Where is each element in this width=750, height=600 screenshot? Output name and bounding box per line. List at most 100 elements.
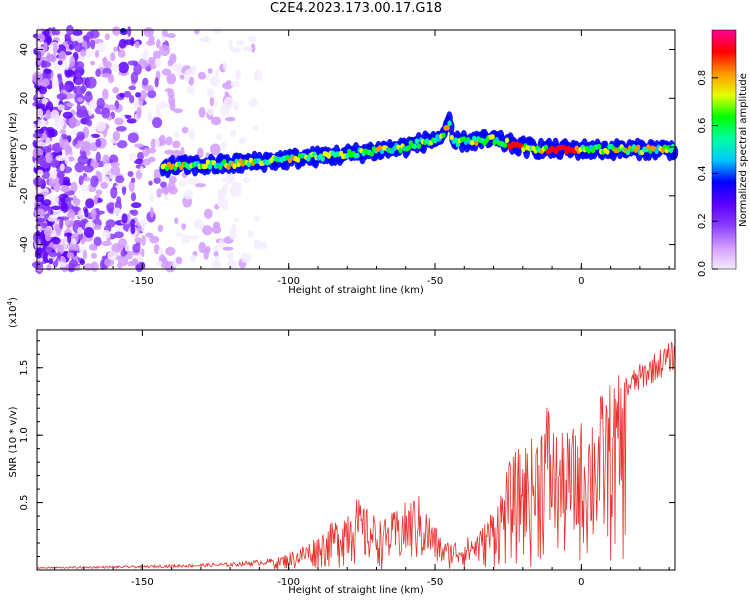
- noise-blob: [233, 217, 240, 223]
- noise-blob: [149, 192, 154, 203]
- noise-blob: [179, 74, 185, 80]
- noise-blob: [37, 217, 44, 227]
- noise-blob: [76, 138, 85, 149]
- noise-blob: [143, 62, 150, 67]
- snr-series-line: [36, 341, 676, 570]
- noise-blob: [102, 88, 109, 100]
- noise-blob: [95, 151, 101, 163]
- noise-blob: [95, 68, 101, 77]
- noise-blob: [214, 255, 220, 265]
- snr-x-ticks[interactable]: -150 -100 -50 0: [54, 330, 670, 588]
- noise-blob: [212, 225, 222, 234]
- noise-blob: [107, 251, 118, 261]
- noise-blob: [148, 180, 153, 186]
- noise-blob: [51, 169, 57, 180]
- noise-blob: [90, 60, 96, 66]
- noise-blob: [180, 234, 191, 244]
- noise-blob: [174, 217, 179, 225]
- y-tick-label: 1.0: [19, 427, 30, 443]
- noise-blob: [93, 195, 99, 205]
- noise-blob: [35, 103, 46, 108]
- noise-blob: [142, 158, 152, 166]
- spectrogram-y-ticks[interactable]: -40 -20 0 20 40: [19, 29, 675, 265]
- noise-blob: [64, 197, 74, 202]
- ridge-core: [469, 139, 475, 146]
- noise-blob: [90, 133, 101, 139]
- snr-panel: -150 -100 -50 0 0.5 1.0 1.5 Height of straigh…: [6, 297, 676, 596]
- noise-blob: [131, 258, 139, 266]
- noise-blob: [175, 256, 183, 265]
- noise-blob: [216, 133, 222, 141]
- noise-blob: [186, 85, 195, 95]
- noise-blob: [102, 163, 111, 176]
- noise-blob: [77, 227, 83, 235]
- noise-blob: [181, 223, 187, 230]
- noise-blob: [156, 38, 161, 49]
- noise-blob: [55, 155, 66, 162]
- ridge-core: [635, 144, 641, 151]
- ridge-core: [406, 145, 411, 151]
- noise-blob: [128, 85, 137, 91]
- noise-blob: [54, 181, 61, 193]
- snr-y-multiplier: (x104): [6, 297, 19, 328]
- noise-blob: [166, 73, 177, 85]
- noise-blob: [48, 251, 58, 257]
- noise-blob: [79, 259, 86, 265]
- noise-blob: [130, 219, 136, 227]
- ridge-core: [490, 134, 495, 140]
- spectrogram-panel: -150 -100 -50 0 -40 -20 0 20 40 Height of strai…: [8, 24, 679, 296]
- noise-blob: [132, 61, 139, 67]
- ridge-core: [504, 137, 510, 144]
- noise-blob: [222, 177, 227, 183]
- noise-blob: [85, 90, 92, 96]
- noise-blob: [213, 251, 219, 257]
- noise-blob: [141, 235, 146, 247]
- noise-blob: [119, 92, 125, 98]
- noise-blob: [160, 35, 166, 43]
- noise-blob: [181, 126, 189, 134]
- noise-blob: [160, 186, 169, 195]
- noise-blob: [36, 50, 42, 61]
- noise-blob: [80, 84, 86, 95]
- x-tick-label: -150: [131, 276, 154, 287]
- noise-blob: [156, 188, 162, 198]
- noise-blob: [38, 85, 48, 95]
- noise-blob: [83, 176, 91, 182]
- noise-blob: [43, 213, 50, 219]
- noise-blob: [57, 73, 62, 79]
- noise-blob: [56, 243, 62, 255]
- noise-blob: [172, 140, 181, 149]
- noise-blob: [234, 68, 242, 80]
- noise-blob: [36, 247, 42, 259]
- spectrogram-x-ticks[interactable]: -150 -100 -50 0: [54, 30, 670, 287]
- noise-blob: [101, 73, 111, 78]
- noise-blob: [194, 29, 200, 35]
- noise-blob: [231, 188, 236, 199]
- noise-blob: [51, 237, 61, 245]
- noise-blob: [175, 63, 184, 70]
- noise-blob: [126, 250, 133, 260]
- noise-blob: [60, 84, 71, 91]
- noise-blob: [110, 165, 121, 176]
- noise-blob: [189, 254, 197, 263]
- ridge-core: [414, 138, 420, 144]
- colorbar-tick-label: 0.6: [697, 118, 708, 134]
- noise-blob: [144, 27, 154, 35]
- noise-blob: [34, 208, 46, 218]
- noise-blob: [115, 175, 125, 184]
- snr-y-ticks[interactable]: 0.5 1.0 1.5: [19, 340, 675, 571]
- noise-blob: [51, 205, 61, 210]
- noise-blob: [228, 39, 233, 51]
- noise-blob: [104, 33, 110, 41]
- noise-blob: [73, 198, 81, 206]
- noise-blob: [51, 78, 59, 90]
- snr-x-axis-label: Height of straight line (km): [288, 585, 424, 596]
- noise-blob: [249, 98, 258, 108]
- noise-blob: [41, 146, 52, 153]
- noise-blob: [220, 103, 230, 116]
- noise-blob: [157, 248, 164, 255]
- noise-blob: [196, 147, 204, 159]
- noise-blob: [35, 108, 44, 119]
- noise-blob: [207, 68, 213, 74]
- ridge-core: [416, 143, 422, 149]
